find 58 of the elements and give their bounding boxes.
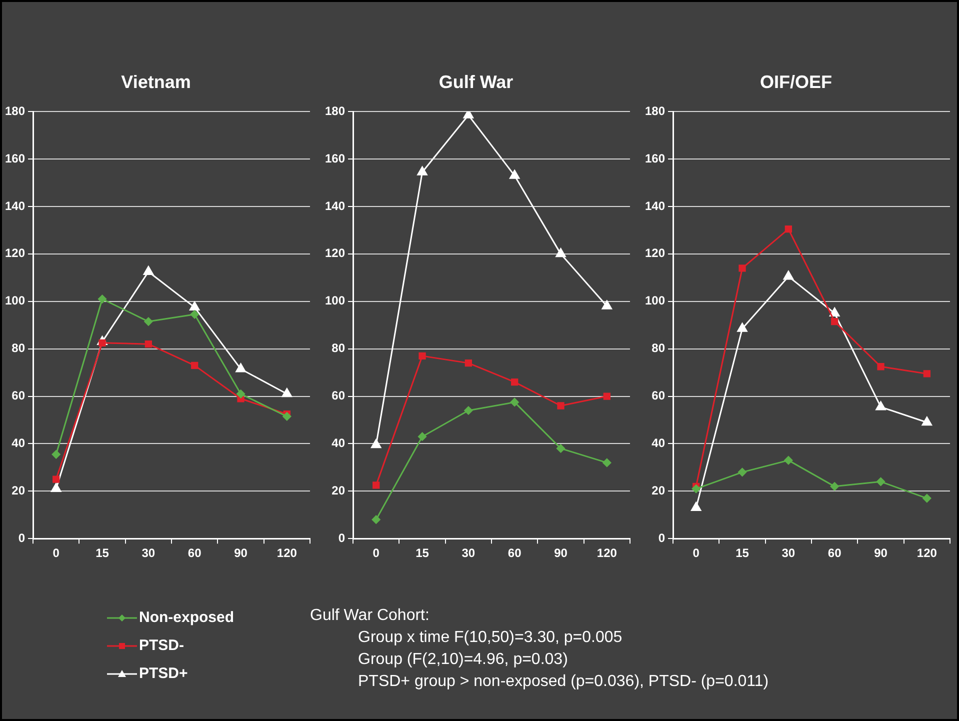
y-tick-label: 180 (324, 104, 346, 118)
y-tick-label: 120 (4, 246, 26, 260)
y-tick-label: 140 (4, 198, 26, 213)
text: Group (F(2,10)=4.96, p=0.03) (357, 650, 569, 670)
x-tick-label: 60 (508, 546, 522, 560)
y-tick-label: 180 (644, 104, 666, 118)
x-tick-label: 90 (554, 546, 568, 560)
y-tick-label: 40 (332, 436, 346, 450)
chart-title: Vietnam (121, 72, 191, 92)
y-tick-label: 140 (644, 198, 666, 213)
y-tick-label: 0 (658, 530, 666, 545)
y-tick-label: 100 (644, 294, 666, 308)
y-tick-label: 160 (324, 151, 346, 166)
y-tick-label: 140 (324, 198, 346, 213)
y-tick-label: 0 (338, 530, 346, 545)
y-tick-label: 60 (652, 388, 666, 403)
x-tick-label: 30 (142, 546, 156, 560)
y-tick-label: 60 (332, 388, 346, 403)
y-tick-label: 100 (324, 294, 346, 308)
x-tick-label: 120 (596, 546, 618, 560)
chart-title: OIF/OEF (760, 72, 832, 92)
x-tick-label: 0 (52, 546, 60, 560)
text: PTSD+ group > non-exposed (p=0.036), PTSD- (p=0.011) (357, 672, 769, 692)
text: Gulf War Cohort: (310, 606, 430, 626)
text: Group x time F(10,50)=3.30, p=0.005 (357, 628, 624, 648)
y-tick-label: 160 (4, 151, 26, 166)
y-tick-label: 0 (18, 530, 26, 545)
x-tick-label: 60 (828, 546, 842, 560)
legend-label: Non-exposed (139, 609, 234, 626)
x-tick-label: 0 (372, 546, 380, 560)
x-tick-label: 90 (234, 546, 248, 560)
legend-label: PTSD- (139, 637, 184, 654)
y-tick-label: 40 (12, 436, 26, 450)
y-tick-label: 80 (332, 341, 346, 356)
x-tick-label: 0 (692, 546, 700, 560)
x-tick-label: 30 (782, 546, 796, 560)
y-tick-label: 120 (324, 246, 346, 260)
chart-title: Gulf War (438, 72, 514, 92)
y-tick-label: 160 (644, 151, 666, 166)
y-tick-label: 40 (652, 436, 666, 450)
x-tick-label: 60 (188, 546, 202, 560)
x-tick-label: 15 (736, 546, 750, 560)
y-tick-label: 120 (644, 246, 666, 260)
x-tick-label: 30 (462, 546, 476, 560)
y-tick-label: 20 (12, 483, 26, 498)
x-tick-label: 90 (874, 546, 888, 560)
x-tick-label: 15 (96, 546, 110, 560)
y-tick-label: 20 (652, 483, 666, 498)
y-tick-label: 20 (332, 483, 346, 498)
x-tick-label: 15 (416, 546, 430, 560)
x-tick-label: 120 (916, 546, 938, 560)
y-tick-label: 100 (4, 294, 26, 308)
y-tick-label: 180 (4, 104, 26, 118)
legend-label: PTSD+ (139, 665, 188, 682)
y-tick-label: 80 (12, 341, 26, 356)
y-tick-label: 60 (12, 388, 26, 403)
y-tick-label: 80 (652, 341, 666, 356)
x-tick-label: 120 (276, 546, 298, 560)
